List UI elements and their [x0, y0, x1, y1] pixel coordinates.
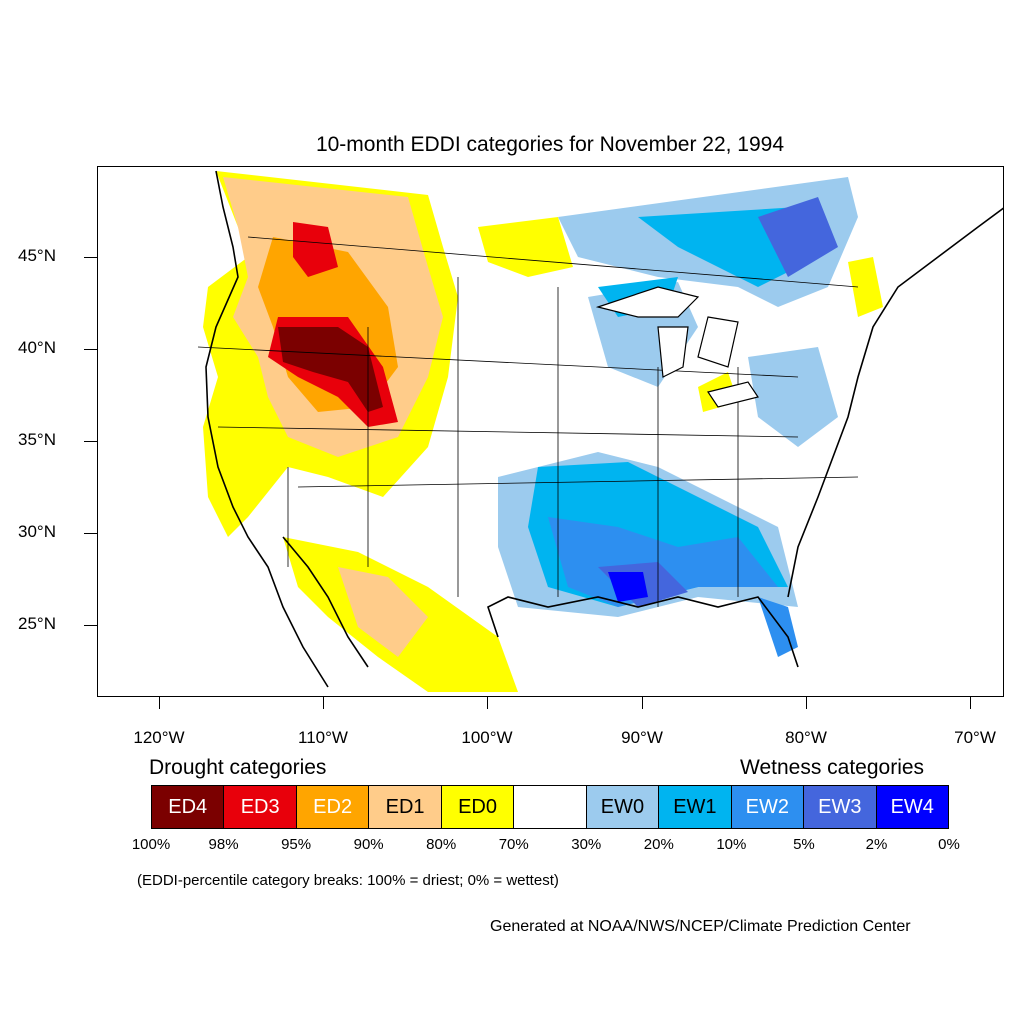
lat-tick — [84, 441, 97, 442]
legend-swatch-ed4: ED4 — [152, 786, 225, 828]
credit-line: Generated at NOAA/NWS/NCEP/Climate Predi… — [490, 918, 911, 935]
ed0-region-maine — [848, 257, 883, 317]
legend-break-label: 100% — [131, 836, 171, 853]
legend-swatch-ew1: EW1 — [659, 786, 732, 828]
legend-break-label: 80% — [426, 836, 457, 853]
map-title: 10-month EDDI categories for November 22… — [315, 133, 785, 156]
legend-swatch-ew4: EW4 — [876, 786, 948, 828]
legend-swatch-ed1: ED1 — [369, 786, 442, 828]
lon-tick — [970, 697, 971, 709]
ew3-region-north — [758, 197, 838, 277]
ew2-region — [548, 517, 778, 607]
great-lakes — [595, 286, 759, 408]
lon-label-80w: 80°W — [785, 728, 827, 747]
legend-break-label: 20% — [643, 836, 674, 853]
legend-swatch-ed2: ED2 — [296, 786, 370, 828]
legend-swatch-ew2: EW2 — [731, 786, 805, 828]
legend-swatch-ew3: EW3 — [804, 786, 877, 828]
lat-tick — [84, 349, 97, 350]
lon-tick — [323, 697, 324, 709]
map-panel — [97, 166, 1004, 697]
ew2-region-florida — [758, 597, 798, 657]
legend-break-label: 10% — [716, 836, 747, 853]
legend-break-label: 95% — [281, 836, 312, 853]
legend-swatch-ew0: EW0 — [586, 786, 660, 828]
legend-break-label: 5% — [793, 836, 815, 853]
lat-label-40: 40°N — [18, 338, 56, 357]
lat-label-30: 30°N — [18, 522, 56, 541]
eddi-map — [197, 170, 1003, 692]
drought-categories-heading: Drought categories — [149, 756, 327, 779]
lat-label-35: 35°N — [18, 430, 56, 449]
lon-tick — [487, 697, 488, 709]
ed4-region — [278, 327, 383, 412]
ed1-region-southwest — [338, 567, 428, 657]
legend-break-label: 70% — [498, 836, 529, 853]
ed0-region-north — [478, 217, 573, 277]
lon-label-120w: 120°W — [133, 728, 185, 747]
lon-tick — [806, 697, 807, 709]
coastline — [205, 170, 1003, 688]
ew0-region-east — [748, 347, 838, 447]
lon-tick — [642, 697, 643, 709]
lon-label-90w: 90°W — [621, 728, 663, 747]
legend-colorbar: ED4 ED3 ED2 ED1 ED0 EW0 EW1 EW2 EW3 EW4 — [151, 785, 949, 829]
category-break-note: (EDDI-percentile category breaks: 100% =… — [137, 872, 559, 889]
ew4-region — [608, 572, 648, 602]
legend-swatch-neutral — [514, 786, 587, 828]
lat-tick — [84, 257, 97, 258]
legend-break-label: 30% — [571, 836, 602, 853]
state-borders — [197, 236, 859, 607]
lat-tick — [84, 625, 97, 626]
wetness-categories-heading: Wetness categories — [740, 756, 925, 779]
lon-label-70w: 70°W — [954, 728, 996, 747]
lat-label-25: 25°N — [18, 614, 56, 633]
lon-label-110w: 110°W — [298, 728, 348, 747]
lon-tick — [159, 697, 160, 709]
legend-break-label: 2% — [865, 836, 888, 853]
lat-label-45: 45°N — [18, 246, 56, 265]
ed3-region-north — [293, 222, 338, 277]
legend-swatch-ed3: ED3 — [224, 786, 297, 828]
lon-label-100w: 100°W — [461, 728, 513, 747]
legend-break-label: 98% — [208, 836, 239, 853]
legend-swatch-ed0: ED0 — [441, 786, 515, 828]
lat-tick — [84, 533, 97, 534]
legend-break-label: 90% — [353, 836, 384, 853]
legend-break-label: 0% — [938, 836, 960, 853]
